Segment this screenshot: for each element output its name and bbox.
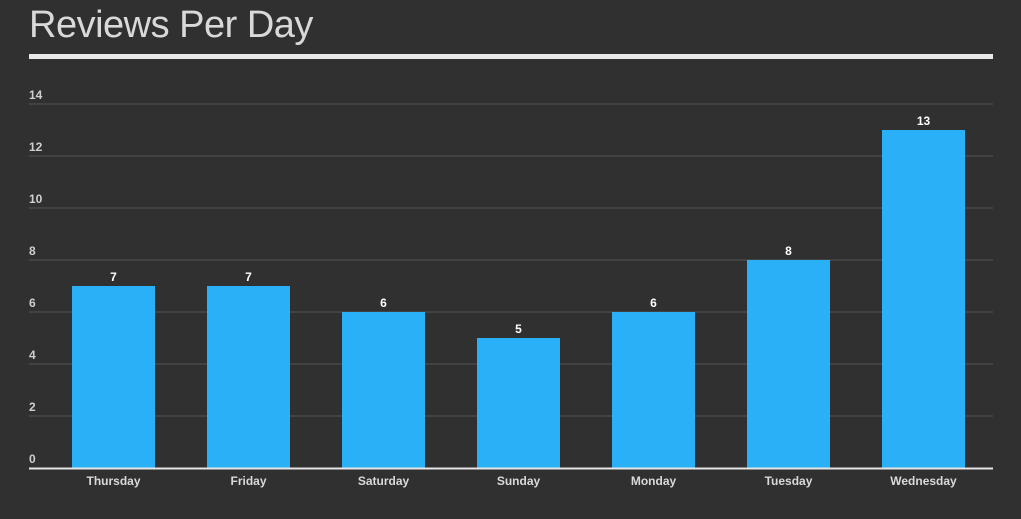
x-tick-label: Sunday bbox=[497, 474, 541, 488]
y-tick-label: 8 bbox=[29, 244, 36, 258]
bar-wednesday bbox=[882, 130, 965, 468]
data-label: 6 bbox=[380, 296, 387, 310]
x-tick-label: Friday bbox=[230, 474, 266, 488]
data-label: 8 bbox=[785, 244, 792, 258]
bar-sunday bbox=[477, 338, 560, 468]
data-label: 7 bbox=[110, 270, 117, 284]
y-tick-label: 2 bbox=[29, 400, 36, 414]
bars bbox=[72, 130, 965, 468]
y-tick-label: 0 bbox=[29, 452, 36, 466]
bar-thursday bbox=[72, 286, 155, 468]
bar-monday bbox=[612, 312, 695, 468]
bar-saturday bbox=[342, 312, 425, 468]
data-label: 5 bbox=[515, 322, 522, 336]
y-tick-label: 12 bbox=[29, 140, 43, 154]
x-tick-label: Wednesday bbox=[890, 474, 957, 488]
data-label: 7 bbox=[245, 270, 252, 284]
y-tick-label: 14 bbox=[29, 88, 43, 102]
gridlines bbox=[29, 103, 993, 417]
y-tick-label: 6 bbox=[29, 296, 36, 310]
y-tick-label: 10 bbox=[29, 192, 43, 206]
x-tick-label: Monday bbox=[631, 474, 677, 488]
bar-friday bbox=[207, 286, 290, 468]
data-labels: 7 7 6 5 6 8 13 bbox=[110, 114, 930, 336]
title-underline bbox=[29, 54, 993, 59]
data-label: 13 bbox=[917, 114, 931, 128]
y-axis-ticks: 0 2 4 6 8 10 12 14 bbox=[29, 88, 43, 466]
x-tick-label: Tuesday bbox=[765, 474, 813, 488]
x-tick-label: Thursday bbox=[86, 474, 140, 488]
bar-tuesday bbox=[747, 260, 830, 468]
chart-title: Reviews Per Day bbox=[29, 4, 313, 46]
y-tick-label: 4 bbox=[29, 348, 36, 362]
x-tick-label: Saturday bbox=[358, 474, 410, 488]
x-axis-ticks: Thursday Friday Saturday Sunday Monday Tuesda… bbox=[86, 474, 957, 488]
data-label: 6 bbox=[650, 296, 657, 310]
